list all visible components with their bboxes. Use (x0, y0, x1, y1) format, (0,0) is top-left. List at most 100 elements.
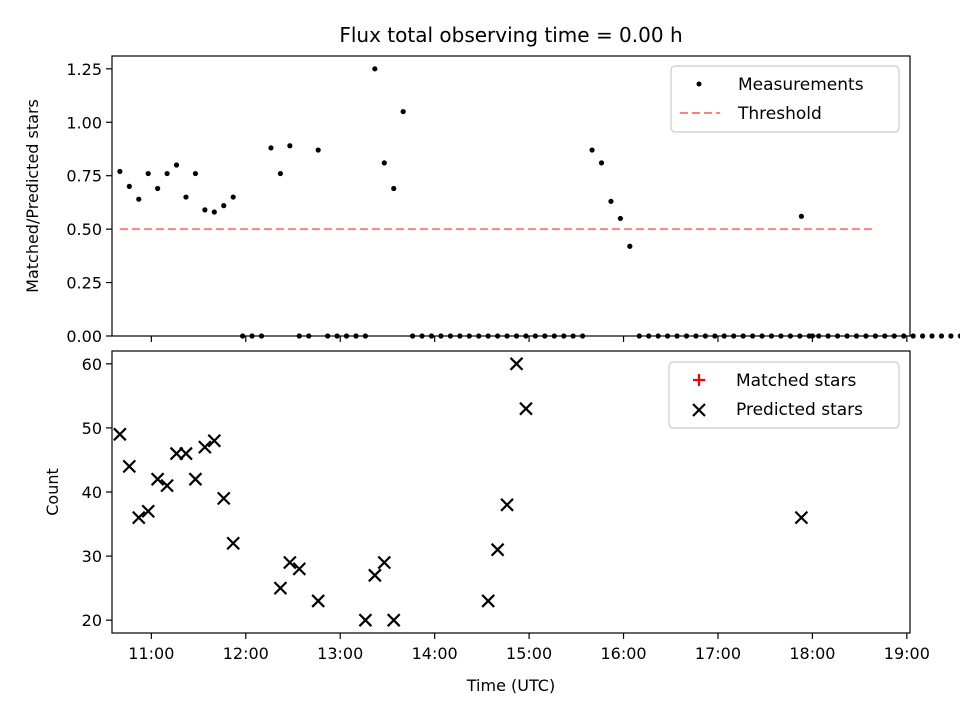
predicted-star-point (283, 555, 297, 570)
measurement-point (202, 207, 208, 213)
measurement-point (211, 209, 217, 215)
bottom-ticks: 20 30 40 50 60 11:00 12:00 13:00 14:00 15:00 16:00… (82, 355, 930, 663)
predicted-star-point (386, 613, 401, 627)
measurement-point (155, 185, 161, 192)
legend-predicted-label: Predicted stars (736, 400, 863, 420)
measurement-point (192, 170, 199, 177)
y-tick-label: 1.25 (66, 60, 102, 79)
y-tick-label: 30 (82, 547, 102, 566)
predicted-star-point (122, 459, 137, 474)
predicted-star-point (188, 472, 203, 486)
predicted-star-point (292, 562, 307, 576)
top-legend-box (670, 65, 900, 133)
predicted-star-point (179, 446, 193, 461)
predicted-star-point (273, 581, 288, 595)
y-tick-label: 0.25 (66, 274, 102, 293)
x-tick-label: 13:00 (317, 644, 363, 663)
y-tick-label: 0.50 (66, 220, 102, 239)
top-y-axis-label: Matched/Predicted stars (23, 99, 42, 293)
measurement-point (598, 160, 605, 166)
legend-measurements-marker (696, 81, 702, 87)
predicted-star-point (160, 478, 174, 493)
measurement-point (910, 333, 916, 339)
y-tick-label: 20 (82, 611, 102, 630)
measurement-point (948, 333, 954, 339)
predicted-star-point (377, 555, 392, 570)
predicted-star-point (794, 510, 809, 525)
measurement-point (919, 333, 926, 339)
top-y-ticks: 0.00 0.25 0.50 0.75 1.00 1.25 (66, 60, 908, 346)
top-chart-title: Flux total observing time = 0.00 h (339, 23, 682, 47)
legend-predicted-marker (692, 403, 706, 417)
measurement-point (957, 333, 960, 339)
measurement-point (117, 168, 123, 175)
measurement-point (230, 194, 236, 200)
predicted-star-point (358, 613, 373, 627)
bottom-y-axis-label: Count (43, 468, 62, 516)
predicted-star-point (519, 401, 533, 416)
bottom-legend: Matched stars Predicted stars (668, 361, 900, 429)
predicted-star-point (311, 594, 325, 608)
x-tick-label: 15:00 (506, 644, 552, 663)
y-tick-label: 40 (82, 483, 102, 502)
legend-measurements-label: Measurements (738, 75, 864, 95)
measurement-point (400, 108, 406, 115)
x-tick-label: 17:00 (695, 644, 741, 663)
y-tick-label: 60 (82, 355, 102, 374)
x-tick-label: 12:00 (223, 644, 269, 663)
y-tick-label: 0.75 (66, 167, 102, 186)
measurement-point (589, 147, 595, 153)
predicted-star-point (141, 504, 155, 519)
predicted-star-point (490, 542, 505, 557)
measurement-point (608, 198, 614, 204)
measurement-point (268, 145, 274, 151)
x-tick-label: 14:00 (412, 644, 458, 663)
top-plot-frame (111, 55, 911, 337)
legend-matched-marker (693, 374, 705, 386)
predicted-star-point (113, 427, 127, 442)
y-tick-label: 50 (82, 419, 102, 438)
x-tick-label: 18:00 (789, 644, 835, 663)
measurement-point (391, 185, 397, 192)
predicted-star-point (216, 491, 231, 506)
x-tick-label: 11:00 (128, 644, 174, 663)
predicted-star-point (207, 433, 222, 448)
legend-threshold-label: Threshold (737, 104, 822, 124)
measurement-point (287, 143, 293, 149)
predicted-star-point (226, 536, 240, 551)
bottom-x-axis-label: Time (UTC) (466, 676, 555, 695)
legend-matched-label: Matched stars (736, 371, 856, 391)
predicted-star-point (500, 498, 514, 512)
measurement-point (126, 183, 132, 189)
measurement-point (183, 194, 189, 200)
predicted-star-point (131, 510, 146, 525)
x-tick-label: 16:00 (600, 644, 646, 663)
x-tick-label: 19:00 (884, 644, 930, 663)
predicted-star-point (481, 594, 495, 608)
predicted-star-point (509, 357, 524, 371)
measurement-point (173, 162, 180, 168)
measurement-point (277, 170, 284, 177)
predicted-star-point (368, 568, 382, 583)
measurement-point (627, 243, 633, 249)
bottom-plot-frame (111, 350, 911, 634)
measurement-point (929, 333, 935, 339)
measurement-point (372, 66, 378, 72)
measurement-point (145, 170, 151, 177)
predicted-star-point (198, 440, 212, 454)
measurement-point (221, 203, 227, 209)
measurement-point (136, 196, 142, 202)
measurement-point (798, 213, 804, 219)
bottom-legend-box (668, 361, 900, 429)
measurement-point (381, 160, 387, 166)
measurement-point (315, 147, 321, 153)
measurement-point (938, 333, 945, 339)
y-tick-label: 0.00 (66, 327, 102, 346)
measurement-point (617, 215, 623, 222)
measurement-point (164, 170, 170, 177)
bottom-plot-marks (113, 357, 809, 627)
top-legend: Measurements Threshold (670, 65, 900, 133)
y-tick-label: 1.00 (66, 113, 102, 132)
predicted-star-point (150, 472, 165, 486)
